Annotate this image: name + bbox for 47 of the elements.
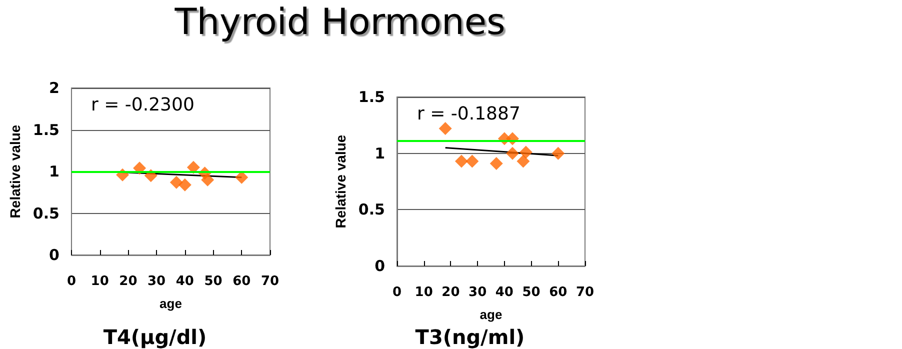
- y-tick-label: 0.5: [358, 200, 385, 219]
- x-tick-label: 20: [119, 274, 138, 289]
- x-tick-label: 40: [176, 274, 194, 289]
- x-tick-label: 40: [495, 285, 514, 300]
- point: [490, 156, 503, 170]
- y-axis-title: Relative value: [332, 134, 349, 228]
- x-axis-title: age: [160, 296, 182, 311]
- y-tick-label: 1: [374, 144, 385, 162]
- y-tick-label: 1: [49, 162, 60, 180]
- point: [186, 160, 200, 174]
- text: T3(ng/ml): [415, 325, 525, 349]
- x-axis-title: age: [480, 307, 502, 322]
- point: [235, 170, 248, 184]
- x-tick-label: 0: [66, 274, 76, 289]
- x-tick-label: 50: [204, 274, 222, 289]
- x-tick-label: 10: [414, 285, 433, 300]
- x-tick-label: 0: [392, 285, 402, 300]
- point: [506, 146, 519, 160]
- x-tick-label: 70: [576, 285, 594, 300]
- annotation: r = -0.1887: [417, 104, 520, 124]
- point: [552, 146, 565, 160]
- point: [438, 122, 452, 136]
- y-tick-label: 0.5: [32, 204, 60, 222]
- x-tick-label: 60: [549, 285, 568, 300]
- text: T4(μg/dl): [103, 325, 207, 349]
- point: [516, 154, 530, 168]
- x-tick-label: 30: [148, 274, 166, 289]
- x-tick-label: 10: [90, 274, 109, 289]
- y-tick-label: 2: [49, 79, 60, 97]
- point: [454, 154, 468, 168]
- y-tick-label: 0: [374, 257, 385, 275]
- point: [170, 176, 183, 189]
- x-tick-label: 20: [442, 285, 460, 300]
- chart-title: Thyroid Hormones: [174, 2, 506, 43]
- point: [519, 146, 532, 159]
- y-axis-title: Relative value: [7, 124, 23, 218]
- x-tick-label: 70: [260, 274, 280, 289]
- point: [178, 178, 192, 192]
- y-tick-label: 0: [49, 246, 60, 264]
- y-tick-label: 1.5: [358, 88, 385, 106]
- point: [466, 154, 479, 168]
- y-tick-label: 1.5: [32, 120, 60, 139]
- x-tick-label: 30: [468, 285, 487, 300]
- annotation: r = -0.2300: [91, 94, 194, 116]
- x-tick-label: 50: [522, 285, 540, 300]
- x-tick-label: 60: [232, 274, 251, 289]
- point: [201, 173, 214, 186]
